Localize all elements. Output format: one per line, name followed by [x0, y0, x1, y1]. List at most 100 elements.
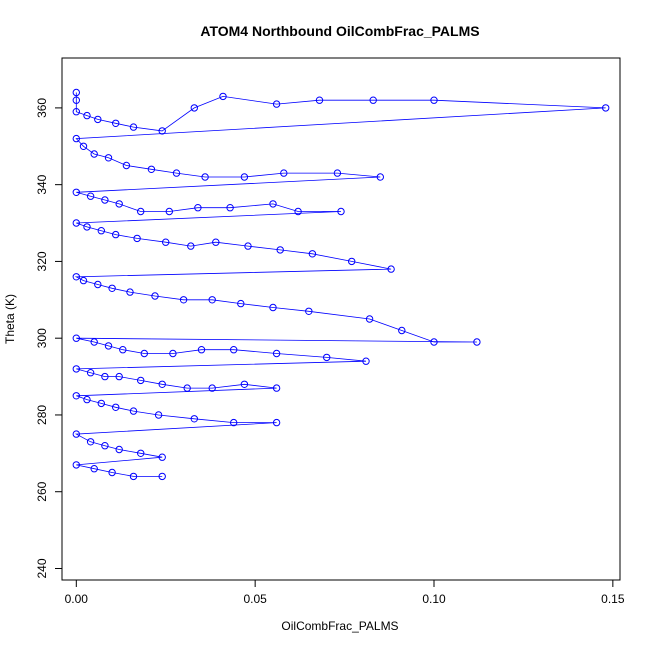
- data-point: [72, 334, 81, 342]
- data-point: [137, 207, 145, 216]
- data-point: [151, 292, 159, 300]
- data-point: [162, 238, 170, 246]
- data-point: [197, 346, 206, 354]
- data-point: [72, 273, 81, 281]
- data-point: [158, 453, 166, 461]
- data-point: [72, 108, 81, 116]
- x-tick-label: 0.05: [243, 592, 267, 606]
- data-point: [154, 411, 163, 419]
- data-point: [129, 407, 138, 415]
- data-point: [112, 403, 120, 411]
- data-point: [183, 384, 191, 392]
- data-point: [97, 399, 106, 408]
- data-point: [305, 307, 313, 315]
- data-point: [201, 173, 209, 181]
- data-point: [430, 96, 438, 104]
- data-point: [276, 246, 284, 254]
- series-line: [74, 92, 606, 477]
- data-point: [212, 238, 220, 246]
- data-point: [79, 142, 88, 151]
- y-axis-label: Theta (K): [3, 294, 17, 344]
- data-point: [72, 365, 81, 373]
- data-point: [190, 104, 199, 112]
- data-point: [430, 338, 438, 346]
- x-tick-label: 0.10: [422, 592, 446, 606]
- data-point: [72, 96, 81, 104]
- data-point: [101, 196, 109, 204]
- y-axis: 240 260 280 300 320 340 360: [35, 98, 63, 579]
- data-point: [602, 104, 610, 112]
- data-point: [101, 372, 109, 381]
- data-point: [94, 115, 102, 124]
- data-point: [115, 445, 123, 454]
- y-tick-label: 260: [35, 481, 49, 501]
- data-point: [244, 242, 252, 250]
- data-point: [272, 349, 281, 358]
- data-point: [122, 161, 131, 170]
- data-point: [97, 227, 106, 235]
- data-point: [72, 188, 81, 197]
- y-tick-label: 300: [35, 328, 49, 348]
- data-point: [387, 265, 395, 273]
- x-tick-label: 0.00: [65, 592, 89, 606]
- y-tick-label: 320: [35, 251, 49, 271]
- data-point: [94, 280, 102, 289]
- data-point: [240, 380, 249, 388]
- data-point: [230, 418, 238, 427]
- data-point: [376, 173, 384, 181]
- data-point: [190, 415, 199, 423]
- data-point: [90, 465, 98, 473]
- data-point: [115, 372, 123, 381]
- data-point: [208, 384, 216, 392]
- data-point: [187, 242, 195, 250]
- data-point: [137, 376, 145, 385]
- data-point: [369, 96, 377, 104]
- data-point: [315, 96, 324, 104]
- data-point: [165, 207, 174, 216]
- data-point: [137, 449, 145, 457]
- x-axis-label: OilCombFrac_PALMS: [281, 619, 398, 633]
- data-point: [237, 299, 245, 308]
- data-point: [129, 472, 138, 481]
- data-point: [158, 380, 166, 388]
- data-point: [108, 468, 116, 477]
- data-point: [126, 288, 134, 296]
- data-point: [230, 346, 238, 354]
- data-point: [348, 257, 356, 266]
- data-point: [104, 342, 113, 350]
- data-point: [269, 303, 277, 312]
- data-point: [308, 250, 317, 258]
- data-point: [333, 169, 342, 177]
- data-point: [72, 88, 81, 97]
- data-point: [398, 326, 406, 335]
- data-point: [169, 349, 177, 358]
- y-tick-label: 240: [35, 558, 49, 578]
- data-point: [294, 207, 302, 216]
- data-point: [179, 296, 188, 304]
- data-point: [72, 219, 81, 227]
- data-point: [83, 223, 91, 231]
- data-point: [112, 230, 120, 239]
- data-point: [72, 461, 81, 469]
- data-point: [108, 284, 116, 292]
- data-point: [219, 92, 227, 101]
- data-point: [194, 204, 202, 212]
- data-point: [272, 100, 281, 108]
- data-point: [79, 276, 88, 285]
- data-point: [365, 315, 374, 323]
- series-points: [72, 88, 610, 481]
- data-point: [101, 442, 109, 450]
- data-point: [473, 338, 481, 346]
- data-point: [90, 338, 98, 346]
- data-point: [115, 200, 123, 208]
- data-point: [323, 353, 331, 362]
- data-point: [272, 384, 281, 392]
- data-point: [280, 169, 288, 177]
- data-point: [140, 349, 149, 358]
- y-tick-label: 340: [35, 174, 49, 194]
- data-point: [147, 165, 156, 174]
- data-point: [86, 192, 95, 200]
- data-point: [86, 369, 95, 377]
